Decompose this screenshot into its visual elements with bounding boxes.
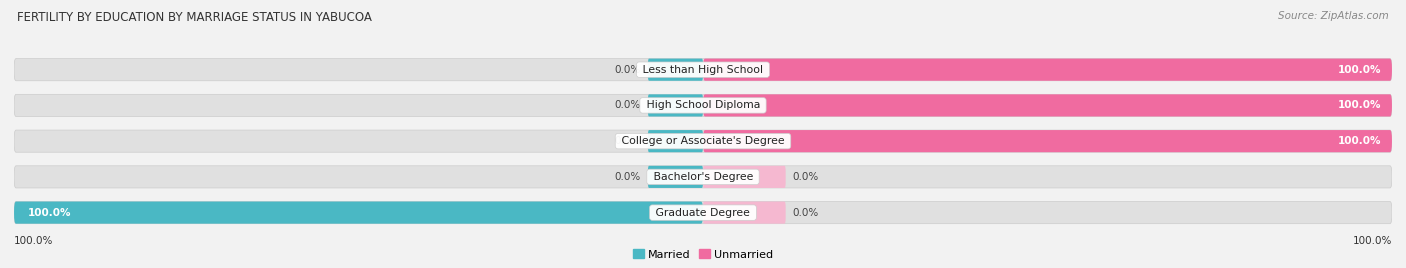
FancyBboxPatch shape [648,130,703,152]
FancyBboxPatch shape [703,59,1392,81]
FancyBboxPatch shape [14,59,1392,81]
FancyBboxPatch shape [703,94,1392,117]
Text: 0.0%: 0.0% [614,100,641,110]
Text: 100.0%: 100.0% [14,236,53,246]
Text: FERTILITY BY EDUCATION BY MARRIAGE STATUS IN YABUCOA: FERTILITY BY EDUCATION BY MARRIAGE STATU… [17,11,371,24]
FancyBboxPatch shape [14,166,1392,188]
Text: 0.0%: 0.0% [614,172,641,182]
FancyBboxPatch shape [648,166,703,188]
FancyBboxPatch shape [14,202,1392,224]
Text: High School Diploma: High School Diploma [643,100,763,110]
Text: 100.0%: 100.0% [1339,65,1382,75]
Text: Less than High School: Less than High School [640,65,766,75]
Legend: Married, Unmarried: Married, Unmarried [628,245,778,264]
Text: 100.0%: 100.0% [1339,136,1382,146]
Text: Graduate Degree: Graduate Degree [652,208,754,218]
Text: 100.0%: 100.0% [28,208,72,218]
Text: 100.0%: 100.0% [1353,236,1392,246]
FancyBboxPatch shape [14,202,703,224]
FancyBboxPatch shape [703,202,786,224]
Text: 100.0%: 100.0% [1339,100,1382,110]
Text: 0.0%: 0.0% [793,208,818,218]
FancyBboxPatch shape [648,59,703,81]
Text: Bachelor's Degree: Bachelor's Degree [650,172,756,182]
Text: 0.0%: 0.0% [793,172,818,182]
FancyBboxPatch shape [14,130,1392,152]
Text: College or Associate's Degree: College or Associate's Degree [619,136,787,146]
Text: 0.0%: 0.0% [614,136,641,146]
FancyBboxPatch shape [648,94,703,117]
FancyBboxPatch shape [14,94,1392,117]
Text: Source: ZipAtlas.com: Source: ZipAtlas.com [1278,11,1389,21]
FancyBboxPatch shape [703,130,1392,152]
Text: 0.0%: 0.0% [614,65,641,75]
FancyBboxPatch shape [703,166,786,188]
